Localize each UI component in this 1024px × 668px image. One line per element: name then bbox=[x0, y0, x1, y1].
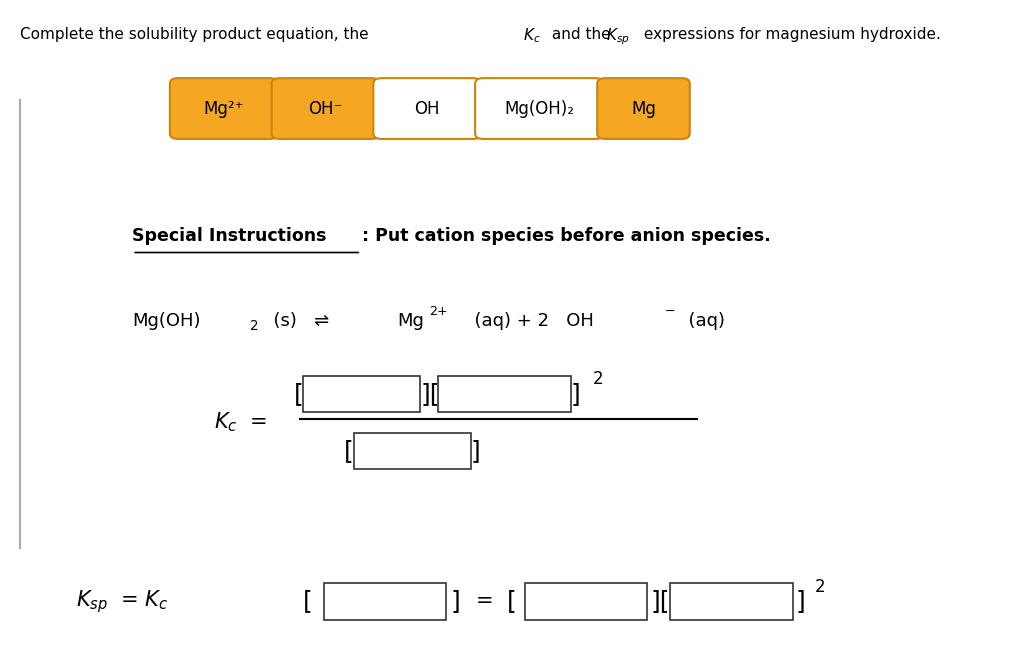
FancyBboxPatch shape bbox=[170, 78, 278, 139]
Text: Mg(OH)₂: Mg(OH)₂ bbox=[504, 100, 574, 118]
FancyBboxPatch shape bbox=[271, 78, 380, 139]
Text: (aq): (aq) bbox=[677, 312, 725, 329]
Text: $K_c$  =: $K_c$ = bbox=[214, 410, 266, 434]
FancyBboxPatch shape bbox=[324, 582, 445, 620]
FancyBboxPatch shape bbox=[475, 78, 603, 139]
FancyBboxPatch shape bbox=[671, 582, 793, 620]
Text: [: [ bbox=[344, 439, 354, 463]
Text: Mg: Mg bbox=[396, 312, 424, 329]
Text: and the: and the bbox=[548, 27, 615, 41]
Text: Mg(OH): Mg(OH) bbox=[132, 312, 201, 329]
FancyBboxPatch shape bbox=[438, 376, 570, 413]
Text: (s)   ⇌: (s) ⇌ bbox=[262, 312, 330, 329]
Text: $K_{sp}$  = $K_c$: $K_{sp}$ = $K_c$ bbox=[77, 588, 168, 615]
FancyBboxPatch shape bbox=[354, 433, 471, 469]
Text: $K_c$: $K_c$ bbox=[523, 27, 541, 45]
Text: Mg: Mg bbox=[631, 100, 656, 118]
Text: : Put cation species before anion species.: : Put cation species before anion specie… bbox=[362, 227, 771, 245]
Text: 2: 2 bbox=[815, 578, 825, 595]
Text: Special Instructions: Special Instructions bbox=[132, 227, 327, 245]
Text: OH: OH bbox=[415, 100, 440, 118]
Text: ][: ][ bbox=[650, 589, 670, 613]
Text: ]: ] bbox=[570, 382, 581, 406]
Text: $K_{sp}$: $K_{sp}$ bbox=[606, 27, 630, 47]
Text: ]: ] bbox=[471, 439, 481, 463]
Text: −: − bbox=[665, 305, 675, 318]
Text: ][: ][ bbox=[420, 382, 439, 406]
Text: OH⁻: OH⁻ bbox=[308, 100, 343, 118]
Text: Mg²⁺: Mg²⁺ bbox=[204, 100, 244, 118]
Text: 2+: 2+ bbox=[429, 305, 447, 318]
FancyBboxPatch shape bbox=[303, 376, 420, 413]
Text: 2: 2 bbox=[250, 319, 259, 333]
Text: [: [ bbox=[303, 589, 313, 613]
Text: =: = bbox=[476, 591, 494, 611]
Text: 2: 2 bbox=[593, 371, 604, 388]
Text: [: [ bbox=[507, 589, 516, 613]
Text: ]: ] bbox=[796, 589, 805, 613]
FancyBboxPatch shape bbox=[597, 78, 690, 139]
Text: Complete the solubility product equation, the: Complete the solubility product equation… bbox=[20, 27, 374, 41]
Text: [: [ bbox=[294, 382, 303, 406]
Text: (aq) + 2   OH: (aq) + 2 OH bbox=[463, 312, 594, 329]
Text: ]: ] bbox=[451, 589, 461, 613]
FancyBboxPatch shape bbox=[374, 78, 481, 139]
FancyBboxPatch shape bbox=[525, 582, 647, 620]
Text: expressions for magnesium hydroxide.: expressions for magnesium hydroxide. bbox=[639, 27, 941, 41]
